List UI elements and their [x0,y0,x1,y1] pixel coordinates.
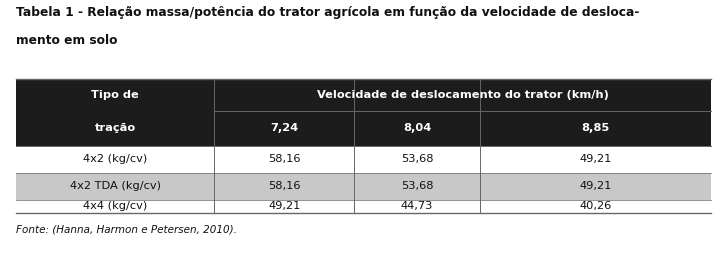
Text: Tabela 1 - Relação massa/potência do trator agrícola em função da velocidade de : Tabela 1 - Relação massa/potência do tra… [16,6,639,19]
Text: 40,26: 40,26 [579,201,611,211]
Text: 4x2 TDA (kg/cv): 4x2 TDA (kg/cv) [70,181,161,191]
Text: mento em solo: mento em solo [16,34,118,46]
Text: Tipo de: Tipo de [92,90,139,100]
Text: 8,04: 8,04 [403,123,431,133]
Text: 4x2 (kg/cv): 4x2 (kg/cv) [83,154,148,164]
Text: 7,24: 7,24 [270,123,298,133]
Text: 4x4 (kg/cv): 4x4 (kg/cv) [83,201,148,211]
Text: tração: tração [95,123,136,133]
Text: 49,21: 49,21 [579,154,611,164]
Text: 49,21: 49,21 [579,181,611,191]
Text: 49,21: 49,21 [268,201,300,211]
Text: 53,68: 53,68 [401,181,433,191]
Text: 58,16: 58,16 [268,181,300,191]
Text: Velocidade de deslocamento do trator (km/h): Velocidade de deslocamento do trator (km… [317,90,608,100]
Text: 53,68: 53,68 [401,154,433,164]
Text: 8,85: 8,85 [582,123,609,133]
Text: Fonte: (Hanna, Harmon e Petersen, 2010).: Fonte: (Hanna, Harmon e Petersen, 2010). [16,224,237,235]
Text: 58,16: 58,16 [268,154,300,164]
Text: 44,73: 44,73 [401,201,433,211]
